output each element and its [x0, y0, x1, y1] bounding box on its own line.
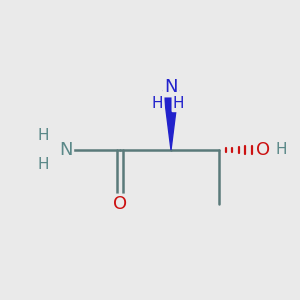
- Text: H: H: [152, 96, 163, 111]
- Text: H: H: [38, 157, 49, 172]
- Text: H: H: [38, 128, 49, 143]
- Text: N: N: [164, 78, 178, 96]
- Polygon shape: [164, 90, 178, 150]
- Text: O: O: [113, 195, 127, 213]
- Text: O: O: [256, 141, 270, 159]
- Text: N: N: [59, 141, 73, 159]
- Text: H: H: [275, 142, 287, 158]
- Text: H: H: [173, 96, 184, 111]
